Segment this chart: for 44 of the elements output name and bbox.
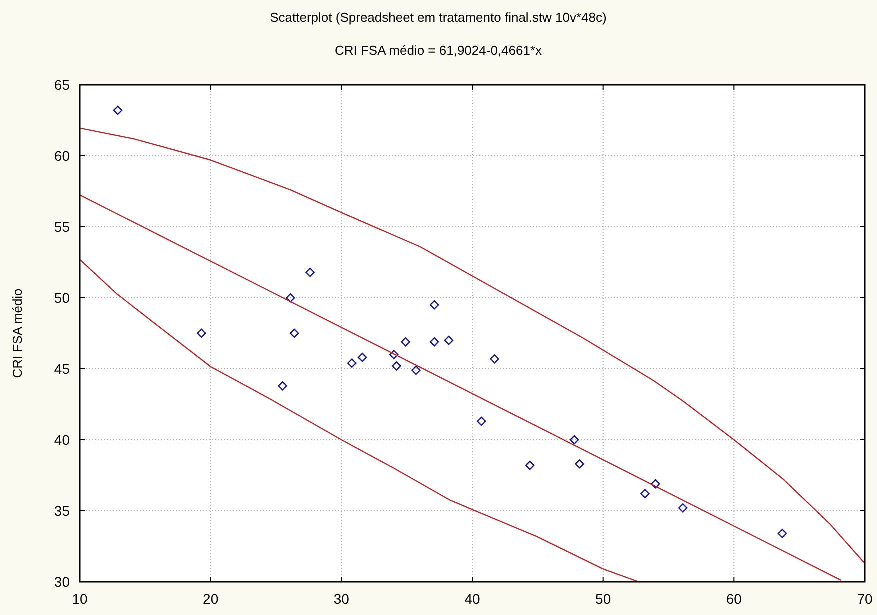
point <box>477 416 486 426</box>
y-tick-label: 30 <box>54 574 70 590</box>
y-tick-label: 65 <box>54 76 70 93</box>
x-tick-label: 50 <box>596 591 612 607</box>
point <box>389 350 399 360</box>
x-tick-label: 60 <box>726 591 742 607</box>
y-tick-label: 60 <box>54 148 70 164</box>
point <box>286 293 296 303</box>
y-tick-label: 45 <box>54 360 70 377</box>
point <box>525 460 535 470</box>
point <box>412 366 421 376</box>
point <box>778 529 788 538</box>
point <box>113 106 123 116</box>
line-series <box>80 259 640 582</box>
chart-title: Scatterplot (Spreadsheet em tratamento final.stw 10v*48c) <box>270 10 607 25</box>
point <box>444 336 454 346</box>
line-series <box>80 128 865 564</box>
x-tick-label: 20 <box>203 591 219 607</box>
point <box>651 479 660 489</box>
point <box>197 328 206 338</box>
point <box>430 337 440 347</box>
point <box>290 328 300 338</box>
x-tick-label: 10 <box>72 591 88 607</box>
point <box>430 300 440 310</box>
point <box>358 352 368 362</box>
x-tick-label: 40 <box>464 591 480 607</box>
point <box>490 354 500 364</box>
x-tick-label: 30 <box>334 591 350 607</box>
y-tick-label: 40 <box>54 432 70 448</box>
y-tick-label: 35 <box>54 502 70 519</box>
point <box>401 337 410 347</box>
x-tick-label: 70 <box>857 591 873 607</box>
y-tick-label: 50 <box>54 290 70 306</box>
point <box>640 489 650 499</box>
point <box>306 268 315 278</box>
point <box>678 504 688 513</box>
y-tick-label: 55 <box>54 218 70 235</box>
y-axis-title: CRI FSA médio <box>10 288 25 378</box>
point <box>347 358 357 368</box>
point <box>278 381 288 391</box>
point <box>392 362 402 371</box>
point <box>575 459 584 469</box>
point <box>570 435 580 445</box>
chart-subtitle: CRI FSA médio = 61,9024-0,4661*x <box>334 43 543 58</box>
